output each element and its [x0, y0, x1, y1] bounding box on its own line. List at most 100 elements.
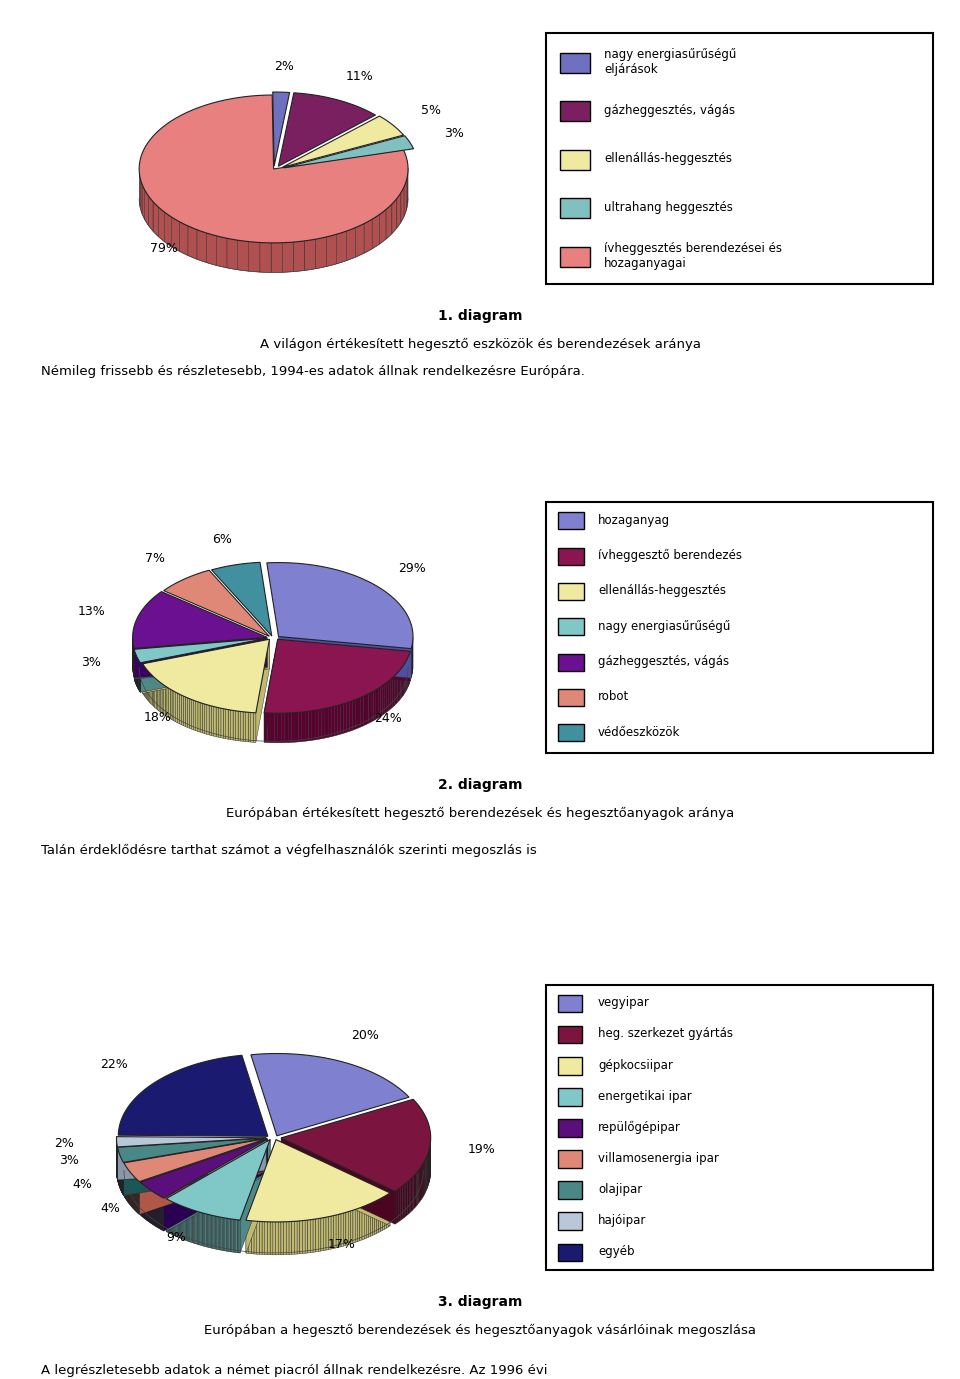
- Polygon shape: [203, 1214, 204, 1247]
- Text: Talán érdeklődésre tarthat számot a végfelhasználók szerinti megoszlás is: Talán érdeklődésre tarthat számot a végf…: [24, 844, 537, 858]
- Polygon shape: [347, 228, 355, 261]
- Polygon shape: [388, 1193, 390, 1227]
- Polygon shape: [408, 1180, 409, 1215]
- Polygon shape: [246, 1139, 276, 1254]
- Polygon shape: [301, 712, 305, 742]
- Polygon shape: [149, 196, 153, 232]
- Polygon shape: [197, 1211, 199, 1245]
- Polygon shape: [403, 665, 404, 695]
- Text: nagy energiasűrűségű: nagy energiasűrűségű: [598, 619, 731, 633]
- Polygon shape: [277, 713, 281, 743]
- Polygon shape: [374, 1201, 377, 1234]
- Polygon shape: [239, 1220, 240, 1254]
- FancyBboxPatch shape: [558, 654, 584, 670]
- Polygon shape: [208, 1215, 210, 1248]
- FancyBboxPatch shape: [558, 994, 582, 1012]
- Polygon shape: [381, 1197, 383, 1231]
- Polygon shape: [214, 706, 216, 736]
- Text: heg. szerkezet gyártás: heg. szerkezet gyártás: [598, 1027, 733, 1040]
- Polygon shape: [322, 709, 324, 739]
- Polygon shape: [264, 713, 268, 742]
- FancyBboxPatch shape: [558, 1182, 582, 1200]
- Polygon shape: [178, 694, 180, 724]
- Text: 3%: 3%: [81, 656, 101, 669]
- Polygon shape: [367, 1204, 369, 1238]
- Polygon shape: [298, 1220, 300, 1254]
- Polygon shape: [344, 1212, 346, 1247]
- Polygon shape: [251, 713, 253, 742]
- Polygon shape: [294, 241, 304, 272]
- Polygon shape: [355, 223, 364, 256]
- Polygon shape: [185, 696, 187, 727]
- Text: hajóipar: hajóipar: [598, 1215, 646, 1227]
- Text: ellenállás-heggesztés: ellenállás-heggesztés: [598, 585, 726, 597]
- Polygon shape: [172, 1201, 173, 1234]
- Polygon shape: [385, 1196, 387, 1229]
- Polygon shape: [278, 1222, 281, 1255]
- Polygon shape: [200, 1212, 201, 1245]
- Polygon shape: [369, 1204, 371, 1237]
- FancyBboxPatch shape: [558, 724, 584, 742]
- Polygon shape: [166, 1198, 167, 1233]
- FancyBboxPatch shape: [558, 1150, 582, 1168]
- Polygon shape: [118, 1055, 268, 1136]
- Polygon shape: [396, 193, 401, 228]
- Text: villamosenergia ipar: villamosenergia ipar: [598, 1151, 719, 1165]
- Polygon shape: [238, 240, 249, 272]
- Text: 2. diagram: 2. diagram: [438, 778, 522, 792]
- Polygon shape: [302, 1220, 305, 1254]
- Text: 22%: 22%: [100, 1058, 128, 1071]
- Polygon shape: [116, 1136, 266, 1147]
- Polygon shape: [173, 1202, 174, 1236]
- Polygon shape: [316, 237, 326, 269]
- FancyBboxPatch shape: [560, 247, 590, 266]
- Polygon shape: [377, 1200, 379, 1233]
- FancyBboxPatch shape: [558, 690, 584, 706]
- Polygon shape: [187, 698, 189, 728]
- FancyBboxPatch shape: [560, 150, 590, 170]
- Polygon shape: [228, 710, 230, 739]
- Polygon shape: [259, 1222, 262, 1255]
- Polygon shape: [348, 1211, 350, 1245]
- Polygon shape: [143, 640, 270, 694]
- Polygon shape: [167, 687, 169, 717]
- Polygon shape: [402, 666, 403, 698]
- FancyBboxPatch shape: [558, 1244, 582, 1262]
- Polygon shape: [221, 709, 224, 738]
- Polygon shape: [224, 709, 226, 739]
- Polygon shape: [169, 1200, 170, 1234]
- Polygon shape: [159, 681, 160, 712]
- Text: hozaganyag: hozaganyag: [598, 513, 670, 527]
- Polygon shape: [168, 1200, 169, 1233]
- Text: ellenállás-heggesztés: ellenállás-heggesztés: [604, 152, 732, 165]
- Polygon shape: [140, 638, 267, 692]
- Polygon shape: [160, 683, 162, 713]
- Polygon shape: [338, 705, 341, 735]
- Polygon shape: [198, 702, 200, 732]
- FancyBboxPatch shape: [560, 52, 590, 73]
- Polygon shape: [170, 690, 172, 720]
- Text: 7%: 7%: [145, 553, 164, 565]
- Polygon shape: [386, 204, 392, 239]
- Polygon shape: [404, 181, 406, 217]
- Polygon shape: [156, 678, 157, 710]
- Polygon shape: [207, 1215, 208, 1248]
- Polygon shape: [278, 637, 411, 678]
- Polygon shape: [172, 691, 174, 721]
- Polygon shape: [230, 710, 233, 741]
- Polygon shape: [361, 696, 364, 727]
- Text: gépkocsiipar: gépkocsiipar: [598, 1059, 673, 1071]
- Text: 20%: 20%: [351, 1030, 379, 1043]
- Polygon shape: [145, 667, 147, 699]
- Polygon shape: [249, 1220, 252, 1254]
- Text: A legrészletesebb adatok a német piacról állnak rendelkezésre. Az 1996 évi: A legrészletesebb adatok a német piacról…: [24, 1364, 547, 1376]
- Polygon shape: [324, 1218, 326, 1251]
- Polygon shape: [417, 1172, 418, 1207]
- Polygon shape: [180, 1205, 181, 1238]
- Text: 13%: 13%: [78, 605, 106, 618]
- Polygon shape: [241, 712, 243, 742]
- Polygon shape: [369, 692, 372, 724]
- Polygon shape: [227, 1218, 228, 1251]
- Polygon shape: [249, 241, 260, 272]
- Polygon shape: [281, 1138, 395, 1225]
